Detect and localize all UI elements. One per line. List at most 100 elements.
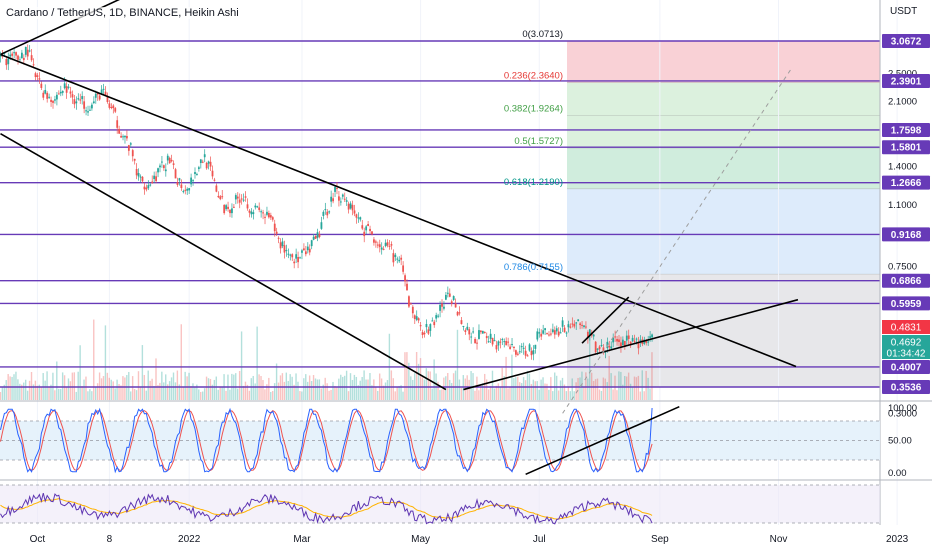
candle-body: [396, 258, 399, 260]
volume-bar: [390, 370, 393, 400]
volume-bar: [357, 385, 359, 400]
volume-bar: [194, 386, 196, 400]
last-price-tag: [882, 320, 930, 334]
candle-body: [75, 101, 78, 104]
volume-bar: [159, 382, 161, 400]
volume-bar: [645, 370, 647, 400]
volume-bar: [283, 381, 286, 400]
candle-body: [250, 211, 253, 215]
candle-body: [433, 321, 436, 326]
trendline[interactable]: [0, 53, 797, 368]
volume-bar: [277, 382, 280, 400]
candle-body: [308, 248, 311, 253]
volume-bar: [394, 391, 396, 400]
candle-body: [569, 326, 572, 328]
candle-body: [501, 339, 504, 341]
candle-body: [190, 177, 193, 185]
candle-body: [526, 355, 529, 357]
candle-body: [497, 341, 500, 346]
volume-bar: [351, 379, 354, 400]
volume-bar: [48, 386, 50, 400]
volume-bar: [139, 387, 142, 400]
volume-bar: [198, 389, 200, 400]
volume-bar: [555, 375, 558, 400]
candle-body: [330, 196, 333, 202]
candle-body: [398, 259, 401, 262]
candle-body: [26, 49, 29, 57]
volume-bar: [130, 391, 132, 400]
volume-bar: [303, 378, 305, 400]
volume-bar: [330, 389, 332, 400]
volume-bar: [493, 388, 496, 400]
candle-body: [295, 254, 298, 259]
volume-bar: [530, 384, 533, 400]
candle-body: [425, 324, 428, 328]
volume-bar: [509, 387, 511, 400]
volume-bar: [96, 383, 99, 400]
candle-body: [585, 326, 587, 328]
volume-bar: [176, 370, 179, 400]
candle-body: [65, 86, 68, 93]
candle-body: [376, 244, 379, 246]
volume-bar: [421, 377, 424, 400]
volume-bar: [0, 391, 2, 400]
volume-bar: [215, 376, 217, 400]
volume-bar: [561, 377, 564, 400]
candle-body: [507, 341, 510, 343]
candle-body: [429, 324, 432, 331]
volume-bar: [633, 376, 636, 400]
candle-body: [149, 184, 152, 186]
candle-body: [359, 217, 362, 220]
candle-body: [563, 327, 566, 333]
candle-body: [561, 320, 564, 327]
stoch-trendline[interactable]: [525, 405, 680, 476]
trendline[interactable]: [581, 296, 630, 344]
candle-body: [369, 228, 371, 232]
trendline[interactable]: [0, 132, 447, 391]
trendline[interactable]: [463, 298, 799, 391]
candle-body: [46, 92, 49, 99]
level-price-tag: [882, 122, 930, 137]
candle-body: [5, 59, 8, 66]
volume-bar: [83, 379, 85, 400]
volume-bar: [314, 378, 317, 400]
volume-bar: [50, 384, 52, 400]
candle-body: [631, 337, 634, 342]
volume-bar: [124, 377, 126, 400]
time-tick-label: Oct: [30, 534, 46, 545]
candle-body: [19, 59, 21, 61]
volume-bar: [606, 382, 608, 400]
fib-label: 0.382(1.9264): [504, 103, 563, 114]
volume-bar: [616, 390, 618, 400]
volume-bar: [622, 384, 624, 400]
candle-body: [112, 105, 115, 109]
candle-body: [69, 91, 72, 94]
volume-bar: [172, 372, 175, 400]
candle-body: [77, 98, 80, 100]
trendline[interactable]: [0, 0, 237, 56]
volume-bar: [184, 371, 186, 400]
volume-bar: [482, 383, 484, 400]
volume-bar: [559, 380, 562, 400]
volume-bar: [355, 376, 358, 400]
candle-body: [50, 99, 52, 102]
level-price-text: 3.0672: [891, 37, 922, 48]
candle-body: [186, 188, 189, 191]
candle-body: [468, 329, 471, 335]
fib-label: 0.618(1.2190): [504, 177, 563, 188]
price-axis[interactable]: 2.50002.10001.40001.10000.75000.30003.06…: [882, 34, 930, 419]
candle-body: [92, 101, 95, 104]
candle-body: [271, 217, 274, 220]
volume-bar: [273, 383, 276, 400]
candle-body: [244, 196, 247, 198]
candle-body: [155, 176, 157, 182]
candle-body: [262, 212, 264, 214]
candle-body: [303, 248, 305, 251]
volume-bar: [460, 387, 463, 400]
volume-bar: [441, 389, 443, 400]
price-tick-label: 0.3000: [888, 408, 917, 419]
volume-bar: [373, 379, 375, 400]
volume-bar: [30, 372, 33, 400]
volume-bar: [408, 362, 410, 400]
